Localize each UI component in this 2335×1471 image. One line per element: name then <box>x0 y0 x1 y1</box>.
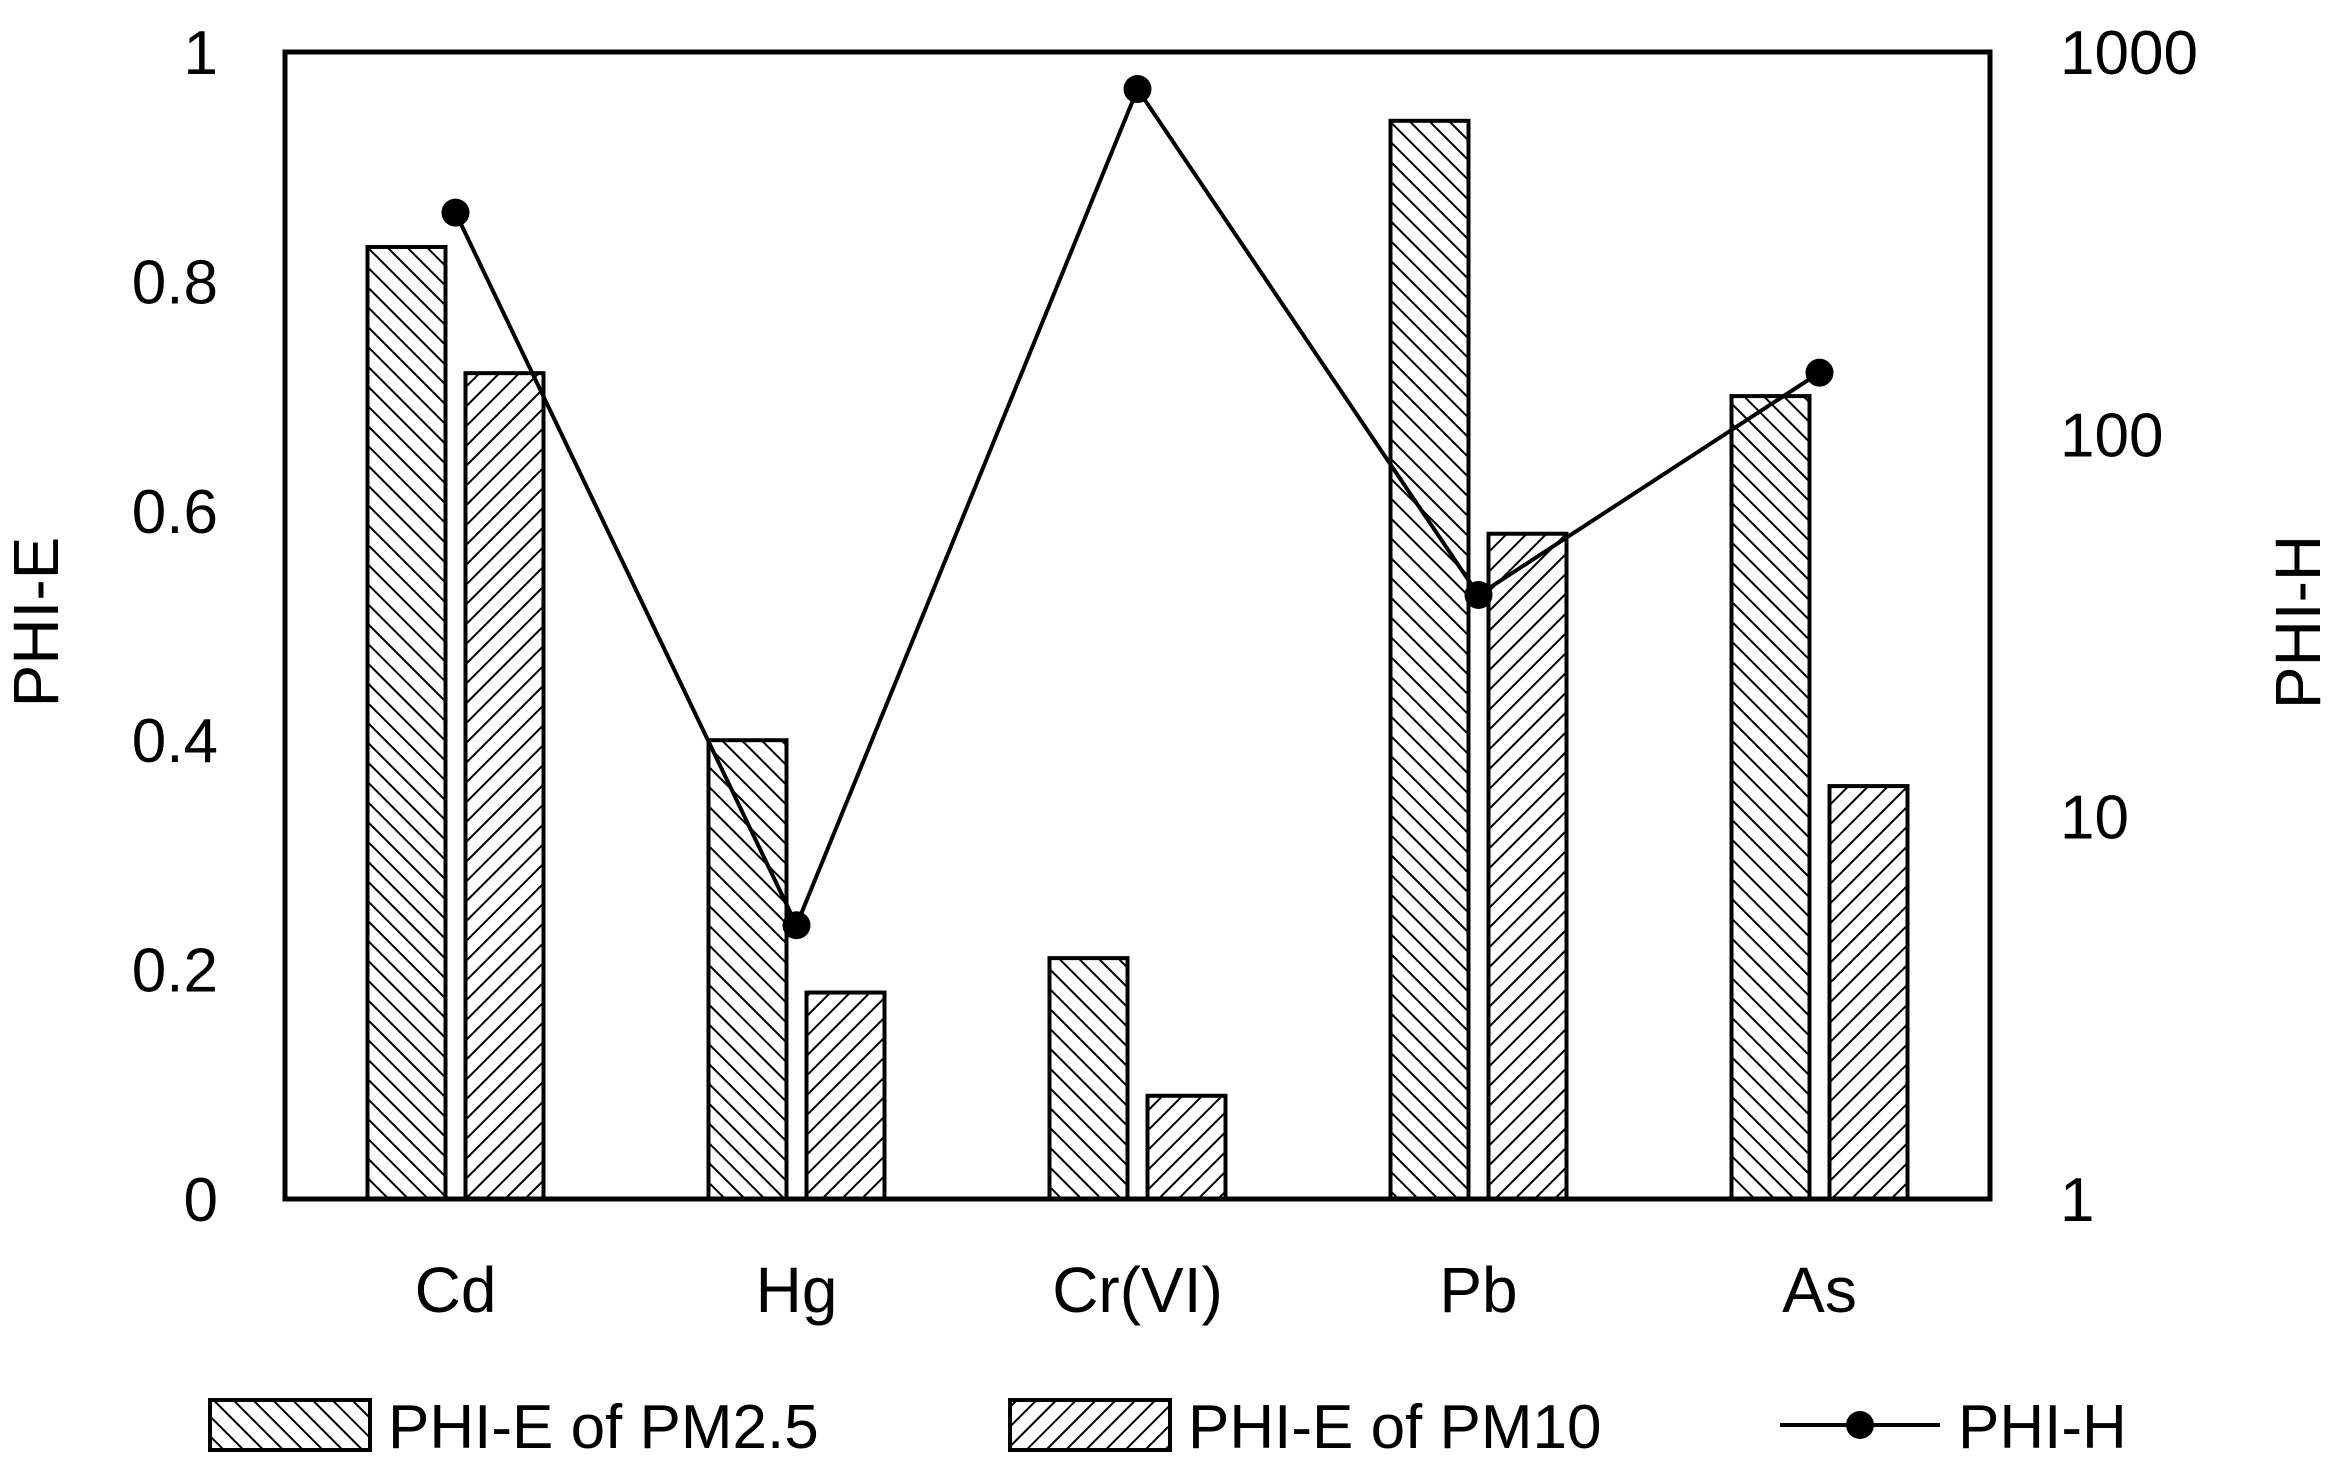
y-left-tick-label: 0 <box>184 1166 218 1235</box>
legend-label-phi-e-of-pm2-5: PHI-E of PM2.5 <box>388 1393 819 1462</box>
bar-pm25-crvi <box>1047 956 1130 1201</box>
y-left-tick-label: 0.2 <box>132 937 218 1006</box>
bar-pm25-cd <box>365 244 448 1202</box>
bar-pm25-as <box>1729 394 1812 1202</box>
y-right-tick-label: 100 <box>2060 401 2163 470</box>
legend-swatch-phi-e-of-pm10 <box>1008 1398 1172 1452</box>
y-left-tick-label: 1 <box>184 19 218 88</box>
y-left-tick-label: 0.6 <box>132 478 218 547</box>
y-right-tick-label: 10 <box>2060 784 2129 853</box>
bar-pm25-hg <box>706 738 789 1201</box>
legend-swatch-marker-phi-h <box>1846 1411 1874 1439</box>
line-layer <box>441 75 1834 940</box>
phi-h-point-pb <box>1464 580 1493 609</box>
legend-label-phi-e-of-pm10: PHI-E of PM10 <box>1188 1393 1601 1462</box>
legend-label-phi-h: PHI-H <box>1958 1393 2127 1462</box>
phi-h-point-cd <box>441 198 470 227</box>
bar-pm10-crvi <box>1145 1093 1228 1202</box>
bar-pm10-hg <box>804 990 887 1201</box>
y-left-tick-label: 0.8 <box>132 248 218 317</box>
y-left-tick-label: 0.4 <box>132 707 218 776</box>
axis-layer: PHI-E PHI-H Cd Hg Cr(VI) Pb As 0 0.2 0.4 0.6 0.8 1… <box>0 19 2334 1326</box>
bar-pm25-pb <box>1388 118 1471 1202</box>
y-left-axis-title: PHI-E <box>0 537 72 708</box>
x-tick-label: Cr(VI) <box>1052 1254 1223 1326</box>
phi-h-point-hg <box>782 911 811 940</box>
phi-h-line <box>453 84 1821 931</box>
x-tick-label: Cd <box>415 1254 497 1326</box>
y-right-tick-label: 1000 <box>2060 19 2198 88</box>
plot-area-frame <box>282 49 1993 1202</box>
bar-pm10-pb <box>1486 531 1569 1201</box>
bar-pm10-cd <box>463 371 546 1202</box>
phi-h-point-as <box>1805 358 1834 387</box>
bar-pm10-as <box>1827 784 1910 1202</box>
x-tick-label: Pb <box>1439 1254 1517 1326</box>
phi-h-point-crvi <box>1123 75 1152 104</box>
legend: PHI-E of PM2.5 PHI-E of PM10 PHI-H <box>208 1393 2127 1462</box>
bars-layer <box>365 118 1910 1202</box>
x-tick-label: Hg <box>756 1254 838 1326</box>
y-right-axis-title: PHI-H <box>2262 535 2334 709</box>
legend-swatch-phi-e-of-pm2-5 <box>208 1398 372 1452</box>
x-tick-label: As <box>1782 1254 1857 1326</box>
y-right-tick-label: 1 <box>2060 1166 2094 1235</box>
